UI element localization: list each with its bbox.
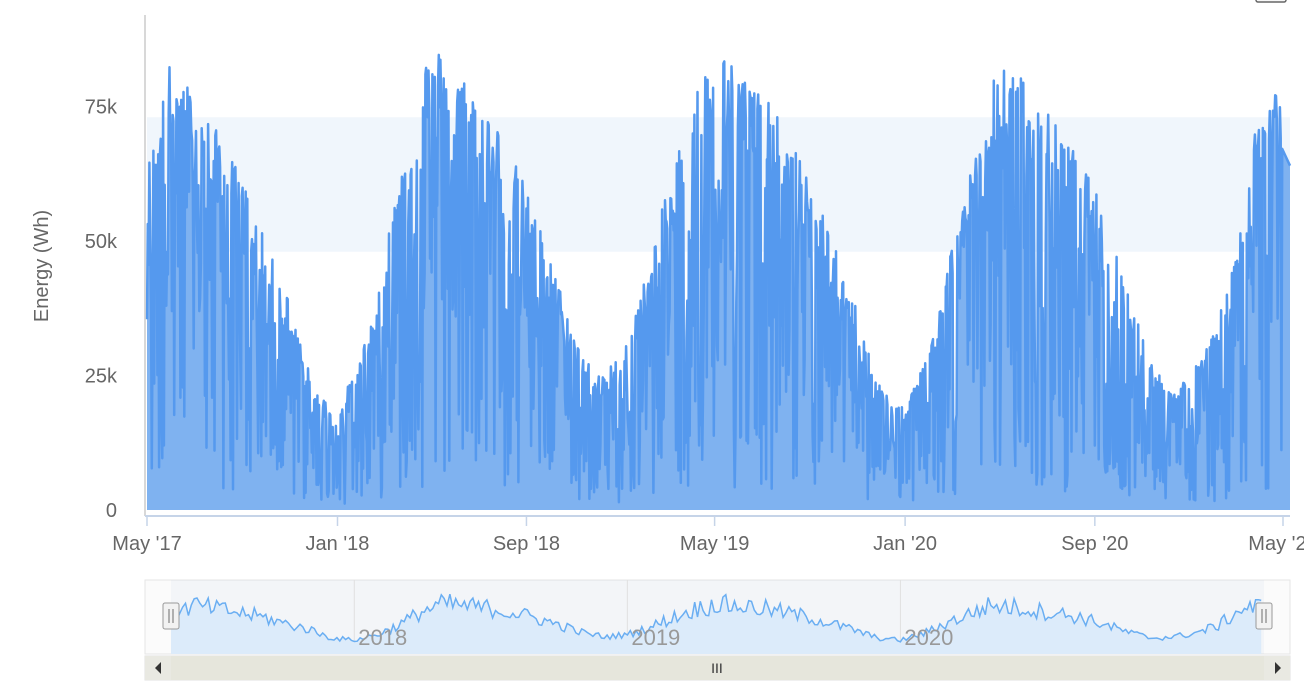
x-tick-label: May '21 xyxy=(1248,533,1304,555)
chevron-left-icon xyxy=(155,662,161,674)
navigator-year-label: 2019 xyxy=(631,625,680,650)
x-tick-label: May '19 xyxy=(680,533,749,555)
export-menu-button[interactable] xyxy=(1255,0,1287,3)
series-group xyxy=(145,53,1292,511)
x-tick-label: Sep '18 xyxy=(493,533,560,555)
navigator-year-label: 2018 xyxy=(358,625,407,650)
series-line xyxy=(145,53,1292,505)
scrollbar-right-arrow[interactable] xyxy=(1264,656,1290,680)
y-axis-ticks: 0 25k 50k 75k xyxy=(85,96,118,522)
navigator-right-handle[interactable] xyxy=(1255,602,1273,630)
navigator-left-handle[interactable] xyxy=(162,602,180,630)
scrollbar[interactable]: III xyxy=(144,655,1291,681)
navigator-year-labels: 2018 2019 2020 xyxy=(358,625,953,650)
y-tick-label: 75k xyxy=(85,96,118,118)
x-tick-label: Sep '20 xyxy=(1061,533,1128,555)
navigator-series-area xyxy=(171,594,1262,654)
x-tick-label: Jan '20 xyxy=(873,533,937,555)
x-tick-label: Jan '18 xyxy=(306,533,370,555)
y-axis-title: Energy (Wh) xyxy=(31,210,53,322)
y-tick-label: 0 xyxy=(106,500,117,522)
scrollbar-left-arrow[interactable] xyxy=(145,656,171,680)
chevron-right-icon xyxy=(1275,662,1281,674)
x-tick-label: May '17 xyxy=(112,533,181,555)
navigator-year-label: 2020 xyxy=(904,625,953,650)
x-axis-ticks: May '17 Jan '18 Sep '18 May '19 Jan '20 Sep '… xyxy=(112,516,1304,555)
scrollbar-grip[interactable]: III xyxy=(711,660,723,676)
y-tick-label: 50k xyxy=(85,231,118,253)
y-tick-label: 25k xyxy=(85,365,118,387)
navigator[interactable]: 2018 2019 2020 xyxy=(144,579,1291,655)
scrollbar-thumb[interactable] xyxy=(171,656,1264,680)
navigator-series-line xyxy=(170,593,1262,643)
